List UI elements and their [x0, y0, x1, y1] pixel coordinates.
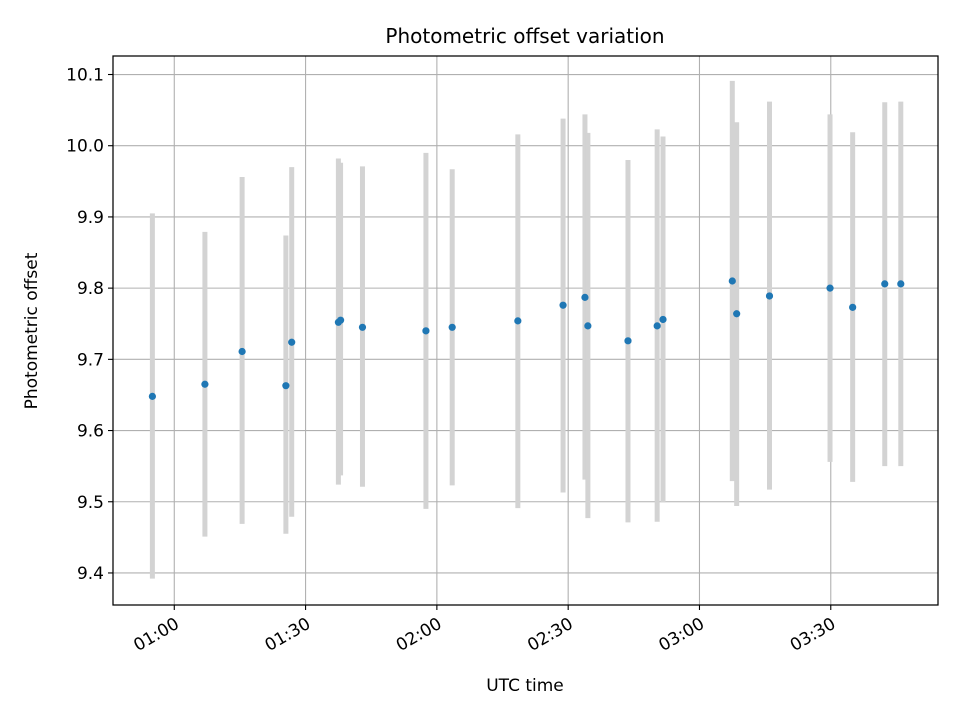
- y-tick-label: 9.5: [77, 493, 104, 513]
- x-tick-label: 01:00: [130, 614, 182, 656]
- data-point: [559, 301, 567, 309]
- data-point: [201, 380, 209, 388]
- x-tick-label: 02:00: [393, 614, 445, 656]
- data-point: [897, 280, 905, 288]
- x-tick-label: 01:30: [262, 614, 314, 656]
- chart-title: Photometric offset variation: [385, 24, 664, 48]
- error-bars: [149, 80, 904, 579]
- data-point: [422, 327, 430, 335]
- data-point: [849, 303, 857, 311]
- data-point: [514, 317, 522, 325]
- data-points: [148, 277, 905, 400]
- data-point: [288, 338, 296, 346]
- x-tick-label: 03:00: [656, 614, 708, 656]
- y-tick-label: 10.0: [66, 137, 104, 157]
- data-point: [238, 347, 246, 356]
- y-axis-label: Photometric offset: [22, 252, 42, 409]
- y-tick-label: 9.8: [77, 279, 104, 299]
- data-point: [765, 292, 774, 300]
- x-tick-label: 03:30: [787, 614, 839, 656]
- data-point: [282, 382, 290, 390]
- data-point: [826, 284, 834, 292]
- data-point: [581, 293, 589, 301]
- data-point: [881, 280, 889, 288]
- data-point: [733, 310, 741, 318]
- x-tick-label: 02:30: [524, 614, 576, 656]
- data-point: [148, 392, 156, 400]
- data-point: [584, 322, 592, 330]
- data-point: [358, 323, 367, 331]
- data-point: [624, 337, 632, 345]
- plot-frame: [112, 55, 939, 606]
- data-point: [659, 315, 667, 324]
- data-point: [448, 323, 456, 331]
- grid-lines: [113, 56, 938, 605]
- x-axis-label: UTC time: [486, 676, 564, 696]
- data-point: [728, 277, 736, 285]
- y-tick-label: 9.4: [77, 564, 104, 584]
- y-tick-label: 9.7: [77, 350, 104, 370]
- y-tick-label: 9.9: [77, 208, 104, 228]
- data-point: [653, 322, 661, 330]
- data-point: [336, 316, 345, 324]
- y-tick-label: 9.6: [77, 422, 104, 442]
- y-tick-label: 10.1: [66, 66, 104, 86]
